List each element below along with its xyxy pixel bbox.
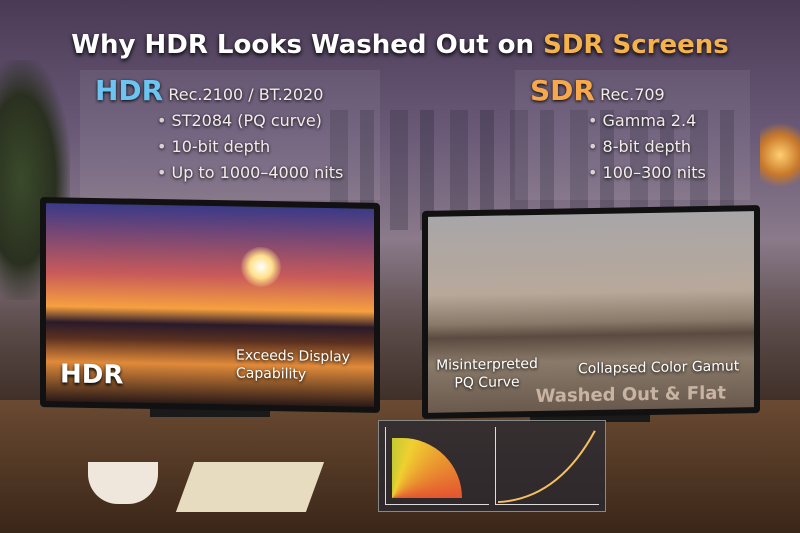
hdr-standard: Rec.2100 / BT.2020 [168, 85, 324, 104]
sdr-monitor: Misinterpreted PQ Curve Collapsed Color … [422, 205, 760, 419]
sun [241, 246, 281, 288]
hdr-bullet: ST2084 (PQ curve) [157, 108, 343, 134]
color-gamut-graph [385, 427, 489, 505]
hdr-heading: HDR [95, 74, 164, 107]
hdr-specs: HDR Rec.2100 / BT.2020 ST2084 (PQ curve)… [95, 77, 344, 186]
sdr-standard: Rec.709 [600, 85, 665, 104]
hdr-screen: Exceeds Display Capability HDR [46, 203, 374, 407]
exceeds-callout: Exceeds Display Capability [236, 347, 351, 383]
sdr-specs: SDR Rec.709 Gamma 2.4 8-bit depth 100–30… [530, 77, 706, 186]
curve-graph [495, 427, 599, 505]
title-highlight: SDR Screens [543, 30, 729, 60]
sdr-bullet: Gamma 2.4 [588, 108, 706, 134]
hdr-bullet: Up to 1000–4000 nits [157, 160, 344, 186]
gamut-shape [392, 438, 462, 498]
open-book [175, 462, 325, 512]
hdr-bullet: 10-bit depth [157, 134, 343, 160]
sdr-heading: SDR [530, 74, 595, 107]
page-title: Why HDR Looks Washed Out on SDR Screens [0, 30, 800, 60]
graph-card [378, 420, 606, 512]
gamut-callout: Collapsed Color Gamut [578, 358, 740, 378]
lamp [760, 120, 800, 190]
sdr-screen: Misinterpreted PQ Curve Collapsed Color … [428, 211, 754, 413]
hdr-monitor: Exceeds Display Capability HDR [40, 197, 380, 413]
pq-callout: Misinterpreted PQ Curve [436, 355, 538, 392]
title-text: Why HDR Looks Washed Out on [71, 30, 544, 60]
hdr-screen-label: HDR [60, 359, 124, 391]
sdr-bullet: 100–300 nits [588, 160, 706, 186]
gamma-curve [498, 430, 596, 504]
sdr-bullet: 8-bit depth [588, 134, 706, 160]
washed-out-caption: Washed Out & Flat [535, 382, 726, 407]
coffee-cup [88, 462, 158, 504]
